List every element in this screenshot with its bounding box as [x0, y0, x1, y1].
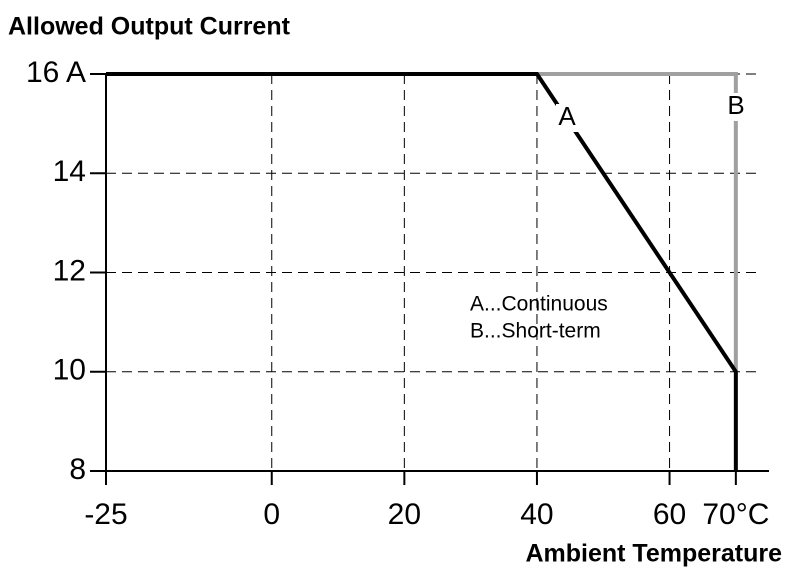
label-bg	[725, 93, 747, 121]
x-tick-label: 20	[388, 498, 421, 531]
series-label: B	[727, 90, 744, 120]
annotation: B...Short-term	[470, 320, 601, 343]
series-line	[106, 72, 738, 372]
annotation: A...Continuous	[470, 293, 608, 316]
x-axis-label: Ambient Temperature	[525, 540, 782, 568]
x-tick-label: 70°C	[702, 498, 769, 531]
x-tick-label: 40	[520, 498, 553, 531]
series-line	[106, 72, 738, 471]
x-tick-label: 0	[263, 498, 280, 531]
y-tick-label: 14	[53, 155, 86, 188]
y-tick-label: 12	[53, 254, 86, 287]
y-tick-label: 16 A	[26, 56, 86, 89]
x-tick-label: -25	[84, 498, 127, 531]
y-tick-label: 10	[53, 354, 86, 387]
x-tick-label: 60	[653, 498, 686, 531]
y-tick-label: 8	[69, 453, 86, 486]
label-bg	[556, 104, 578, 132]
chart-title: Allowed Output Current	[8, 13, 291, 41]
series-label: A	[558, 101, 576, 131]
